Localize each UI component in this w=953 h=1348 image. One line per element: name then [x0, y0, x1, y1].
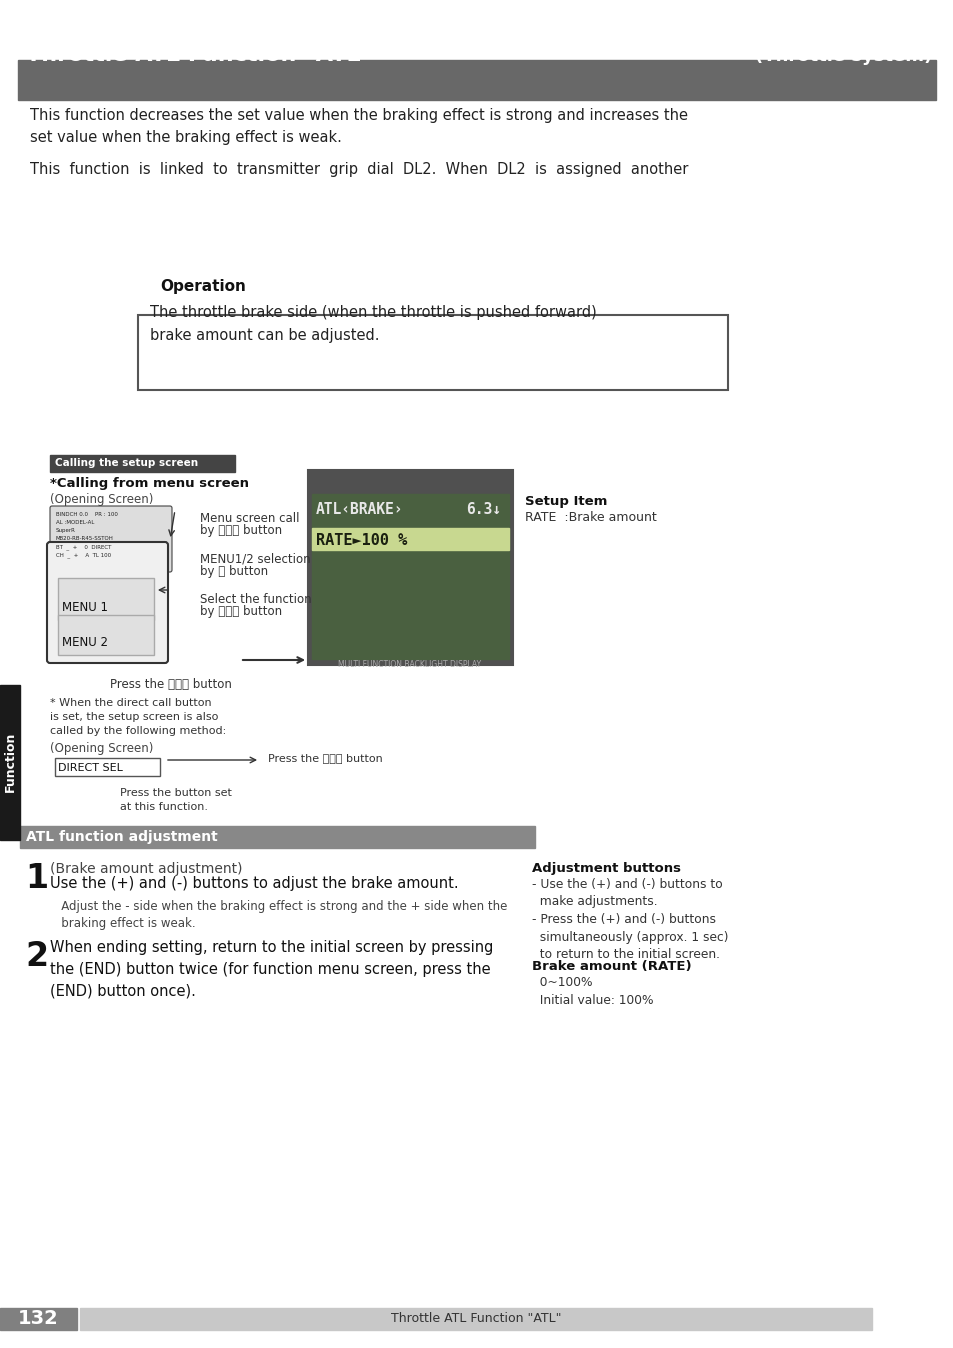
- FancyBboxPatch shape: [50, 506, 172, 572]
- Text: Function: Function: [4, 732, 16, 793]
- Text: * When the direct call button
is set, the setup screen is also
called by the fol: * When the direct call button is set, th…: [50, 698, 226, 736]
- Text: BT  _  +    0  DIRECT: BT _ + 0 DIRECT: [56, 545, 112, 550]
- Text: SuperR: SuperR: [56, 528, 76, 532]
- Bar: [138, 315, 727, 390]
- Text: Brake amount (RATE): Brake amount (RATE): [532, 960, 691, 973]
- Bar: [58, 578, 153, 620]
- Text: Operation: Operation: [160, 279, 246, 294]
- Text: MENU 2: MENU 2: [62, 636, 108, 648]
- Text: Adjustment buttons: Adjustment buttons: [532, 861, 680, 875]
- Text: 2: 2: [25, 940, 48, 973]
- Text: ATL function adjustment: ATL function adjustment: [26, 830, 217, 844]
- Text: This function decreases the set value when the braking effect is strong and incr: This function decreases the set value wh…: [30, 108, 687, 144]
- Text: 0~100%
  Initial value: 100%: 0~100% Initial value: 100%: [532, 976, 653, 1007]
- Text: MENU 1: MENU 1: [62, 601, 108, 613]
- Text: BINDCH 0.0    PR : 100: BINDCH 0.0 PR : 100: [56, 512, 118, 518]
- Text: (Opening Screen): (Opening Screen): [50, 493, 153, 506]
- Text: The throttle brake side (when the throttle is pushed forward)
brake amount can b: The throttle brake side (when the thrott…: [150, 305, 597, 342]
- Text: by ⓉⓉⓉ button: by ⓉⓉⓉ button: [200, 524, 282, 537]
- Text: This  function  is  linked  to  transmitter  grip  dial  DL2.  When  DL2  is  as: This function is linked to transmitter g…: [30, 162, 688, 177]
- Text: Press the ⓢⓢⓢ button: Press the ⓢⓢⓢ button: [268, 754, 382, 763]
- Text: by ⓉⓉⓉ button: by ⓉⓉⓉ button: [200, 605, 282, 617]
- Bar: [0, 685, 20, 840]
- Text: AL :MODEL-AL: AL :MODEL-AL: [56, 520, 94, 524]
- Text: Menu screen call: Menu screen call: [200, 512, 299, 524]
- Bar: [312, 528, 509, 550]
- Bar: [80, 1308, 871, 1330]
- Text: Throttle ATL Function "ATL": Throttle ATL Function "ATL": [391, 1313, 560, 1325]
- Bar: [18, 61, 935, 100]
- Text: RATE  :Brake amount: RATE :Brake amount: [524, 511, 656, 524]
- Bar: [0, 1308, 77, 1330]
- Text: DIRECT SEL: DIRECT SEL: [58, 763, 123, 772]
- Text: Select the function: Select the function: [200, 593, 312, 607]
- Text: Adjust the - side when the braking effect is strong and the + side when the
   b: Adjust the - side when the braking effec…: [50, 900, 507, 930]
- FancyBboxPatch shape: [47, 542, 168, 663]
- Text: 132: 132: [17, 1309, 58, 1329]
- Bar: [20, 826, 535, 848]
- Bar: [55, 758, 160, 776]
- Text: RATE►100 %: RATE►100 %: [315, 532, 407, 549]
- Text: - Use the (+) and (-) buttons to
  make adjustments.
- Press the (+) and (-) but: - Use the (+) and (-) buttons to make ad…: [532, 878, 728, 961]
- Text: Throttle ATL Function "ATL": Throttle ATL Function "ATL": [26, 44, 372, 65]
- Bar: [312, 493, 509, 659]
- Text: (Opening Screen): (Opening Screen): [50, 741, 153, 755]
- Text: (Brake amount adjustment): (Brake amount adjustment): [50, 861, 242, 876]
- Text: Press the button set
at this function.: Press the button set at this function.: [120, 789, 232, 811]
- Text: *Calling from menu screen: *Calling from menu screen: [50, 477, 249, 491]
- Text: MENU1/2 selection: MENU1/2 selection: [200, 553, 311, 566]
- Bar: [308, 470, 513, 665]
- Text: When ending setting, return to the initial screen by pressing
the (END) button t: When ending setting, return to the initi…: [50, 940, 493, 999]
- Text: 6.3↓: 6.3↓: [465, 501, 500, 518]
- Text: Setup Item: Setup Item: [524, 495, 607, 508]
- Text: CH  _  +    A  TL 100: CH _ + A TL 100: [56, 551, 111, 558]
- Text: Use the (+) and (-) buttons to adjust the brake amount.: Use the (+) and (-) buttons to adjust th…: [50, 876, 458, 891]
- Text: Press the ⓉⓉⓉ button: Press the ⓉⓉⓉ button: [110, 678, 232, 692]
- Text: (Throttle system): (Throttle system): [754, 47, 931, 65]
- Bar: [50, 456, 234, 472]
- Text: by ⓡ button: by ⓡ button: [200, 565, 268, 578]
- Text: M820-RB-R45-SSTOH: M820-RB-R45-SSTOH: [56, 537, 113, 541]
- Text: ATL‹BRAKE›: ATL‹BRAKE›: [315, 501, 403, 518]
- Text: Calling the setup screen: Calling the setup screen: [55, 458, 198, 469]
- Bar: [58, 615, 153, 655]
- Text: MULTI FUNCTION BACKLIGHT DISPLAY: MULTI FUNCTION BACKLIGHT DISPLAY: [338, 661, 481, 669]
- Text: 1: 1: [25, 861, 48, 895]
